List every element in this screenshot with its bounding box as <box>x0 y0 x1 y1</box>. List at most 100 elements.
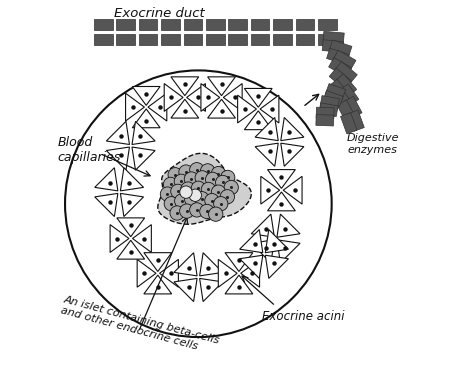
FancyBboxPatch shape <box>94 34 112 45</box>
Polygon shape <box>277 240 300 263</box>
Circle shape <box>189 189 201 201</box>
FancyBboxPatch shape <box>206 19 225 30</box>
Circle shape <box>209 207 223 221</box>
Polygon shape <box>240 230 263 253</box>
Circle shape <box>201 182 216 196</box>
FancyBboxPatch shape <box>183 34 202 45</box>
Circle shape <box>164 196 178 211</box>
Polygon shape <box>240 255 263 278</box>
Circle shape <box>184 172 199 186</box>
Circle shape <box>216 175 230 190</box>
Polygon shape <box>160 260 178 287</box>
Polygon shape <box>201 83 220 111</box>
FancyBboxPatch shape <box>335 62 357 83</box>
FancyBboxPatch shape <box>333 50 356 70</box>
Circle shape <box>170 206 184 220</box>
Circle shape <box>200 204 214 219</box>
Polygon shape <box>225 275 253 294</box>
Circle shape <box>190 203 204 217</box>
Polygon shape <box>219 260 237 287</box>
FancyBboxPatch shape <box>296 34 314 45</box>
Circle shape <box>180 204 194 218</box>
Circle shape <box>211 167 226 181</box>
Circle shape <box>195 171 210 185</box>
FancyBboxPatch shape <box>206 34 225 45</box>
FancyBboxPatch shape <box>316 107 334 119</box>
Polygon shape <box>106 147 129 170</box>
Polygon shape <box>283 176 302 204</box>
FancyBboxPatch shape <box>251 19 269 30</box>
FancyBboxPatch shape <box>228 34 247 45</box>
Text: Digestive
enzymes: Digestive enzymes <box>347 133 400 154</box>
Polygon shape <box>265 230 289 253</box>
Circle shape <box>211 185 226 199</box>
Polygon shape <box>245 111 272 130</box>
FancyBboxPatch shape <box>328 58 352 77</box>
Polygon shape <box>126 93 145 121</box>
Polygon shape <box>281 143 304 166</box>
Polygon shape <box>110 225 129 252</box>
FancyBboxPatch shape <box>339 84 359 105</box>
Polygon shape <box>144 275 172 294</box>
Polygon shape <box>171 99 199 118</box>
FancyBboxPatch shape <box>323 31 344 44</box>
FancyBboxPatch shape <box>333 89 353 110</box>
Polygon shape <box>120 193 144 216</box>
FancyBboxPatch shape <box>329 40 352 57</box>
Circle shape <box>174 174 189 189</box>
Circle shape <box>174 194 189 208</box>
Circle shape <box>224 180 238 195</box>
Polygon shape <box>132 147 155 170</box>
Circle shape <box>205 194 219 208</box>
Polygon shape <box>132 87 160 105</box>
Circle shape <box>181 182 195 196</box>
Polygon shape <box>208 99 236 118</box>
Polygon shape <box>237 95 256 123</box>
Polygon shape <box>281 118 304 141</box>
Circle shape <box>190 163 204 177</box>
FancyBboxPatch shape <box>318 19 337 30</box>
FancyBboxPatch shape <box>117 19 135 30</box>
Circle shape <box>214 196 228 211</box>
Text: Exocrine acini: Exocrine acini <box>262 310 345 323</box>
Circle shape <box>201 164 215 178</box>
FancyBboxPatch shape <box>320 96 339 109</box>
Polygon shape <box>133 225 151 252</box>
FancyBboxPatch shape <box>161 19 180 30</box>
Polygon shape <box>117 240 145 259</box>
Polygon shape <box>106 122 129 145</box>
FancyBboxPatch shape <box>319 103 338 116</box>
FancyBboxPatch shape <box>273 34 292 45</box>
FancyBboxPatch shape <box>344 96 362 118</box>
Polygon shape <box>245 89 272 107</box>
FancyBboxPatch shape <box>340 113 357 134</box>
Polygon shape <box>144 253 172 272</box>
Text: Blood
capillaries: Blood capillaries <box>57 136 121 163</box>
Polygon shape <box>223 83 242 111</box>
Polygon shape <box>267 192 295 211</box>
Polygon shape <box>255 143 278 166</box>
Polygon shape <box>137 260 156 287</box>
Circle shape <box>220 190 235 204</box>
Polygon shape <box>265 255 289 278</box>
Polygon shape <box>132 122 155 145</box>
FancyBboxPatch shape <box>348 110 365 131</box>
Polygon shape <box>267 170 295 189</box>
FancyBboxPatch shape <box>323 91 343 107</box>
FancyBboxPatch shape <box>161 34 180 45</box>
FancyBboxPatch shape <box>318 34 337 45</box>
FancyBboxPatch shape <box>251 34 269 45</box>
FancyBboxPatch shape <box>335 74 356 96</box>
Circle shape <box>206 172 220 187</box>
FancyBboxPatch shape <box>273 19 292 30</box>
Polygon shape <box>158 153 251 224</box>
FancyBboxPatch shape <box>139 19 157 30</box>
Polygon shape <box>200 253 223 276</box>
Polygon shape <box>241 260 260 287</box>
Circle shape <box>171 184 185 198</box>
Polygon shape <box>171 77 199 96</box>
Polygon shape <box>260 95 279 123</box>
Circle shape <box>164 177 178 192</box>
Polygon shape <box>225 253 253 272</box>
FancyBboxPatch shape <box>329 68 352 89</box>
